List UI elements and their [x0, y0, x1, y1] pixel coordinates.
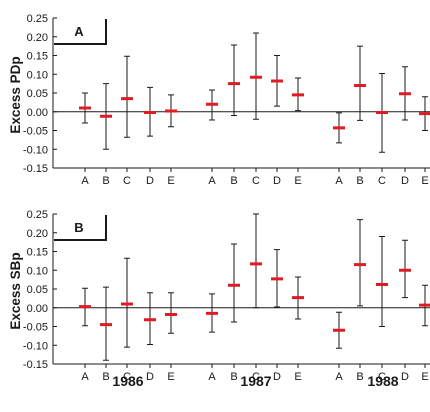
panel-a-estimate-marker [333, 126, 345, 130]
panel-a-x-tick-label: D [273, 175, 281, 187]
panel-a-x-tick-label: A [208, 175, 216, 187]
panel-a-estimate-marker [228, 82, 240, 86]
panel-a-y-tick-label: -0.15 [23, 163, 48, 175]
panel-b-estimate-marker [228, 283, 240, 287]
panel-a-x-tick-label: A [335, 175, 343, 187]
panel-b-y-tick-label: 0.00 [27, 303, 48, 315]
panel-a-x-tick-label: B [230, 175, 237, 187]
panel-b-estimate-marker [271, 277, 283, 281]
panel-a-estimate-marker [354, 84, 366, 87]
panel-b-y-tick-label: -0.15 [23, 359, 48, 371]
panel-b-y-tick-label: -0.10 [23, 340, 48, 352]
panel-a-y-tick-label: 0.00 [27, 107, 48, 119]
panel-a-x-tick-label: C [252, 175, 260, 187]
panel-a-x-tick-label: C [378, 175, 386, 187]
panel-a-x-tick-label: B [356, 175, 363, 187]
year-label-1987: 1987 [240, 373, 271, 389]
panel-a-y-tick-label: 0.25 [27, 13, 48, 25]
panel-a-x-tick-label: D [401, 175, 409, 187]
panel-a-y-axis-title: Excess PDp [8, 56, 23, 133]
panel-b-y-axis-title: Excess SBp [8, 252, 23, 329]
panel-a-x-tick-label: A [81, 175, 89, 187]
panel-a-letter-frame [54, 19, 107, 45]
panel-b-x-tick-label: B [356, 371, 363, 383]
panel-a-estimate-marker [250, 75, 262, 79]
panel-b-estimate-marker [79, 305, 91, 309]
panel-b-x-tick-label: E [421, 371, 428, 383]
panel-b-x-tick-label: D [401, 371, 409, 383]
panel-b-estimate-marker [250, 262, 262, 266]
panel-b-y-tick-label: 0.15 [27, 247, 48, 259]
panel-b-y-tick-label: 0.10 [27, 265, 48, 277]
panel-b-x-tick-label: B [230, 371, 237, 383]
panel-a-y-tick-label: -0.05 [23, 126, 48, 138]
panel-a-estimate-marker [144, 111, 156, 114]
panel-b-estimate-marker [292, 296, 304, 300]
panel-b-x-tick-label: D [146, 371, 154, 383]
panel-a-y-tick-label: 0.20 [27, 32, 48, 44]
panel-a-estimate-marker [100, 114, 112, 118]
panel-b-estimate-marker [206, 311, 218, 315]
panel-a-estimate-marker [419, 112, 430, 116]
panel-b-estimate-marker [100, 323, 112, 327]
panel-b-estimate-marker [354, 263, 366, 267]
panel-b-x-tick-label: A [335, 371, 343, 383]
panel-b-letter: B [74, 220, 83, 235]
panel-a-x-tick-label: E [294, 175, 301, 187]
panel-b-letter-frame [54, 215, 107, 241]
panel-a-x-tick-label: E [421, 175, 428, 187]
panel-b-y-tick-label: -0.05 [23, 322, 48, 334]
panel-a-y-tick-label: 0.10 [27, 69, 48, 81]
panel-b-x-tick-label: E [167, 371, 174, 383]
panel-b-x-tick-label: A [208, 371, 216, 383]
panel-b-estimate-marker [144, 318, 156, 322]
panel-a-x-tick-label: C [123, 175, 131, 187]
year-label-1988: 1988 [367, 373, 398, 389]
panel-a-estimate-marker [399, 92, 411, 96]
panel-a-estimate-marker [121, 97, 133, 101]
panel-a-estimate-marker [165, 109, 177, 113]
panel-a-x-tick-label: E [167, 175, 174, 187]
year-label-1986: 1986 [112, 373, 143, 389]
panel-b-y-tick-label: 0.05 [27, 284, 48, 296]
panel-a-estimate-marker [206, 102, 218, 106]
panel-a-estimate-marker [271, 79, 283, 83]
panel-b-estimate-marker [399, 268, 411, 272]
panel-b-estimate-marker [165, 313, 177, 316]
panel-b-x-tick-label: B [102, 371, 109, 383]
panel-a-y-tick-label: -0.10 [23, 144, 48, 156]
panel-b-y-tick-label: 0.20 [27, 228, 48, 240]
panel-b-x-tick-label: D [273, 371, 281, 383]
panel-b-x-tick-label: C [378, 371, 386, 383]
panel-a-letter: A [74, 24, 84, 39]
panel-b-estimate-marker [333, 328, 345, 332]
panel-a-estimate-marker [292, 93, 304, 97]
panel-a-x-tick-label: B [102, 175, 109, 187]
panel-a-y-tick-label: 0.05 [27, 88, 48, 100]
panel-b-x-tick-label: A [81, 371, 89, 383]
panel-b-estimate-marker [121, 302, 133, 306]
panel-b-estimate-marker [376, 283, 388, 286]
panel-b-y-tick-label: 0.25 [27, 209, 48, 221]
panel-a-y-tick-label: 0.15 [27, 51, 48, 63]
panel-a-estimate-marker [79, 106, 91, 110]
panel-b-x-tick-label: E [294, 371, 301, 383]
panel-a-estimate-marker [376, 111, 388, 114]
panel-b-x-tick-label: C [252, 371, 260, 383]
panel-b-estimate-marker [419, 303, 430, 307]
panel-a-x-tick-label: D [146, 175, 154, 187]
panel-b-x-tick-label: C [123, 371, 131, 383]
